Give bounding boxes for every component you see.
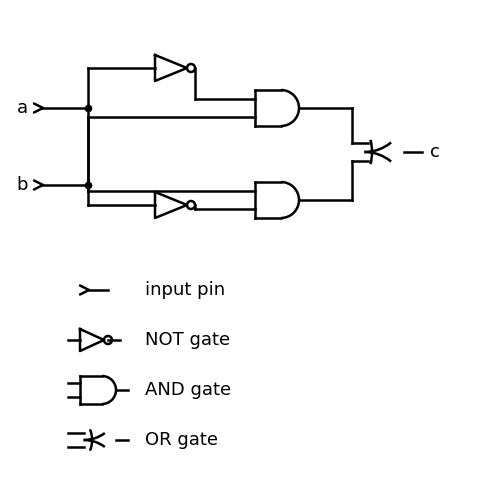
Text: OR gate: OR gate xyxy=(145,431,218,449)
Text: a: a xyxy=(16,99,27,117)
Text: NOT gate: NOT gate xyxy=(145,331,230,349)
Text: c: c xyxy=(430,143,440,161)
Text: AND gate: AND gate xyxy=(145,381,231,399)
Text: input pin: input pin xyxy=(145,281,225,299)
Text: b: b xyxy=(16,176,28,194)
